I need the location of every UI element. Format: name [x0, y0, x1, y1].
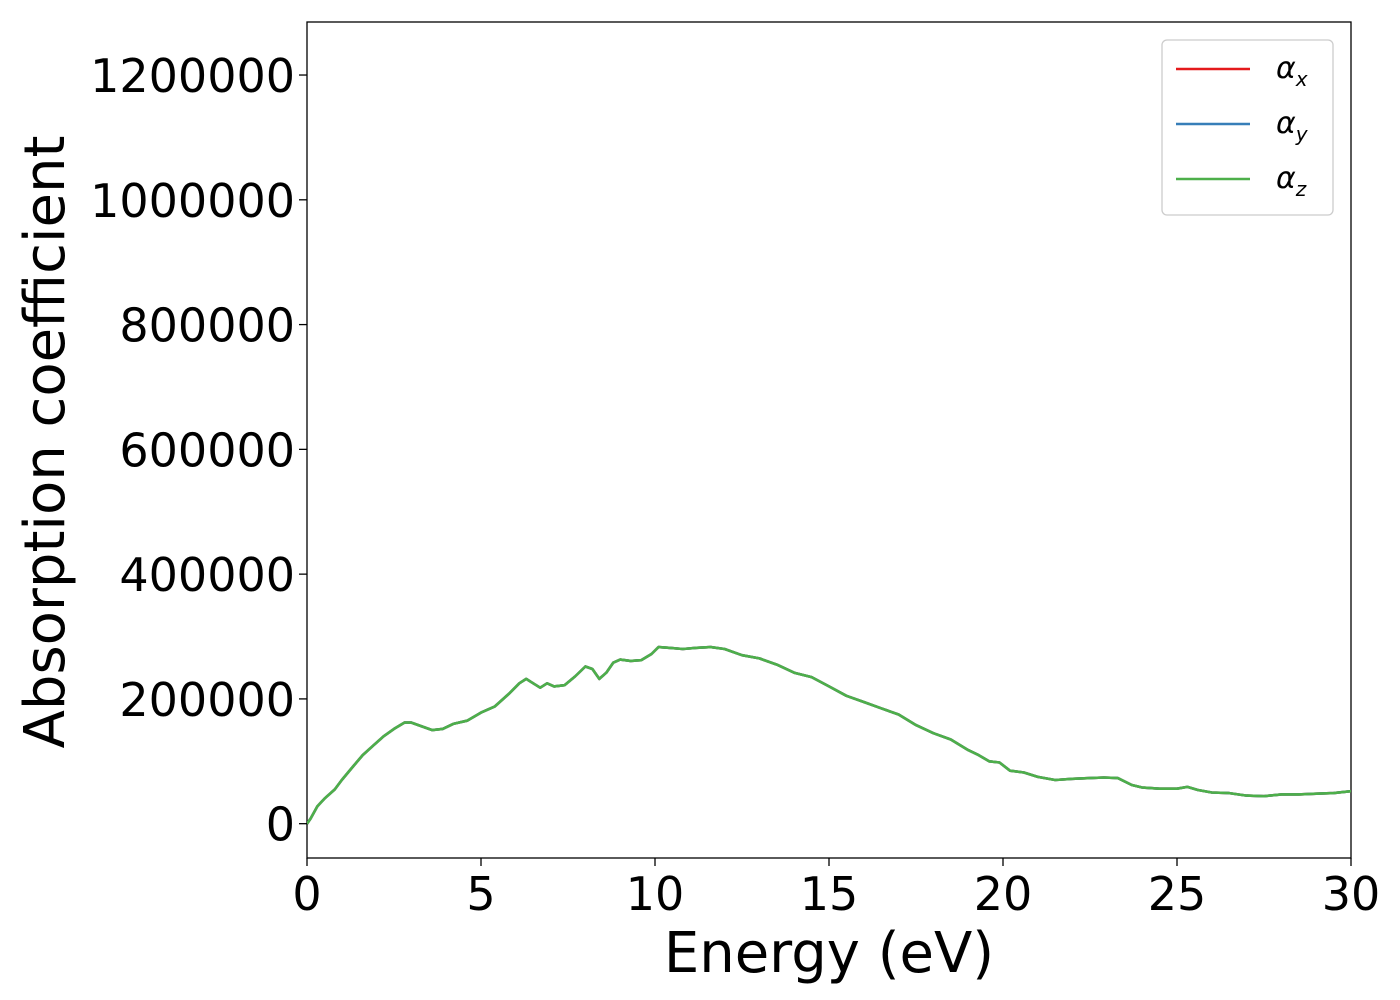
y-tick-label: 400000 — [119, 548, 295, 602]
legend-box — [1161, 39, 1334, 216]
legend-label: αx — [1276, 51, 1308, 91]
x-tick-label: 0 — [292, 867, 321, 921]
series-lines — [307, 645, 1351, 825]
x-tick-label: 30 — [1322, 867, 1381, 921]
x-tick-label: 15 — [800, 867, 859, 921]
y-tick-label: 0 — [266, 798, 295, 852]
series-line-3 — [307, 645, 1351, 825]
x-axis-label: Energy (eV) — [664, 921, 994, 986]
x-axis-ticks: 0 5 10 15 20 25 30 — [292, 858, 1380, 921]
x-tick-label: 20 — [974, 867, 1033, 921]
y-tick-label: 1000000 — [90, 174, 295, 228]
legend-label: αy — [1276, 106, 1309, 146]
legend-label: αz — [1276, 161, 1307, 201]
y-axis-label: Absorption coefficient — [13, 136, 78, 749]
series-line-2 — [307, 645, 1351, 825]
y-axis-ticks: 0 200000 400000 600000 800000 1000000 1200000 — [90, 49, 307, 852]
legend: αx αy αz — [1161, 39, 1334, 216]
y-tick-label: 1200000 — [90, 49, 295, 103]
y-tick-label: 600000 — [119, 423, 295, 477]
y-tick-label: 800000 — [119, 299, 295, 353]
series-line-1 — [307, 645, 1351, 825]
x-tick-label: 10 — [626, 867, 685, 921]
x-tick-label: 25 — [1148, 867, 1207, 921]
y-tick-label: 200000 — [119, 673, 295, 727]
x-tick-label: 5 — [466, 867, 495, 921]
